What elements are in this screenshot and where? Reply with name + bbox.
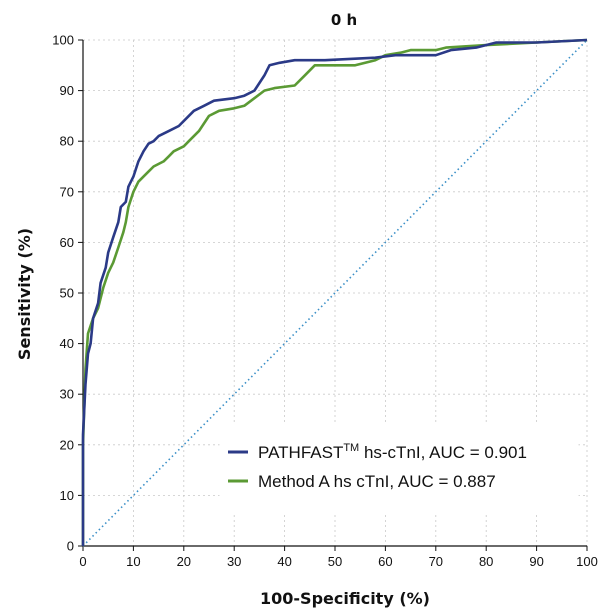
legend-box: [219, 424, 579, 514]
y-tick-label: 60: [60, 235, 74, 250]
y-tick-label: 50: [60, 286, 74, 301]
reference-diagonal-line: [82, 39, 588, 547]
y-tick-label: 90: [60, 83, 74, 98]
x-axis-label: 100-Specificity (%): [260, 589, 430, 608]
y-axis-label: Sensitivity (%): [15, 228, 34, 360]
y-tick-label: 0: [67, 539, 74, 554]
y-tick-label: 10: [60, 488, 74, 503]
y-tick-label: 70: [60, 184, 74, 199]
y-tick-label: 80: [60, 134, 74, 149]
x-tick-label: 80: [479, 554, 493, 569]
x-tick-label: 20: [177, 554, 191, 569]
legend-label-method-a: Method A hs cTnI, AUC = 0.887: [258, 472, 496, 491]
x-tick-label: 60: [378, 554, 392, 569]
legend-label-pathfast: PATHFASTTM hs-cTnI, AUC = 0.901: [258, 442, 527, 462]
chart-title: 0 h: [331, 11, 357, 29]
x-tick-label: 100: [576, 554, 598, 569]
series-line-pathfast: [81, 38, 588, 546]
legend: PATHFASTTM hs-cTnI, AUC = 0.901 Method A…: [219, 424, 579, 514]
y-axis-ticks: 0 10 20 30 40 50 60 70 80 90 100: [52, 33, 83, 554]
x-tick-label: 90: [529, 554, 543, 569]
y-tick-label: 20: [60, 437, 74, 452]
series-lines: [81, 38, 588, 547]
x-axis-ticks: 0 10 20 30 40 50 60 70 80 90 100: [79, 546, 598, 569]
x-tick-label: 0: [79, 554, 86, 569]
x-tick-label: 40: [277, 554, 291, 569]
x-tick-label: 10: [126, 554, 140, 569]
x-tick-label: 70: [429, 554, 443, 569]
y-tick-label: 100: [52, 33, 74, 48]
x-tick-label: 50: [328, 554, 342, 569]
y-tick-label: 30: [60, 387, 74, 402]
y-tick-label: 40: [60, 336, 74, 351]
x-tick-label: 30: [227, 554, 241, 569]
